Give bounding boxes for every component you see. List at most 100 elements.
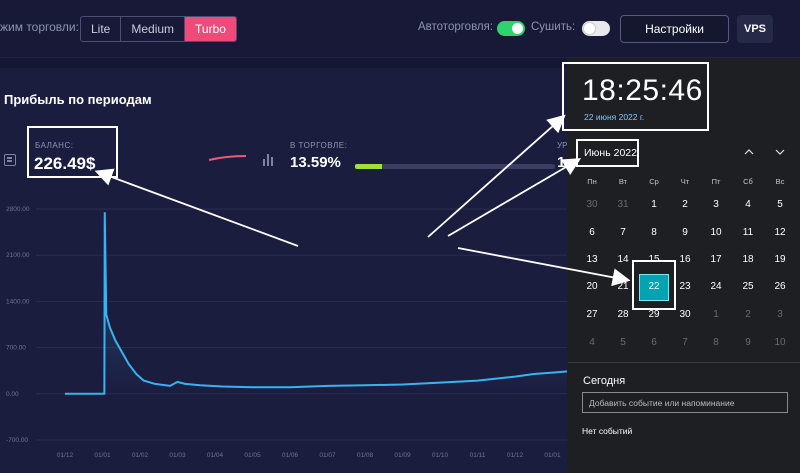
y-tick-label: 1400.00: [6, 298, 30, 305]
y-tick-label: 700.00: [6, 345, 26, 352]
x-tick-label: 01/10: [432, 452, 449, 459]
calendar-day[interactable]: 8: [651, 227, 657, 238]
calendar-day[interactable]: 30: [679, 309, 691, 320]
calendar-day[interactable]: 23: [679, 281, 691, 292]
calendar-day[interactable]: 5: [777, 199, 783, 210]
x-tick-label: 01/05: [244, 452, 261, 459]
dry-label: Сушить:: [531, 21, 576, 33]
list-icon[interactable]: [4, 154, 16, 166]
today-highlight: [639, 274, 669, 301]
chevron-up-icon[interactable]: [744, 147, 754, 157]
clock-date[interactable]: 22 июня 2022 г.: [584, 112, 645, 122]
calendar-day[interactable]: 20: [586, 281, 598, 292]
calendar-day[interactable]: 2: [682, 199, 688, 210]
mode-medium-button[interactable]: Medium: [121, 17, 186, 41]
x-tick-label: 01/08: [357, 452, 374, 459]
event-input[interactable]: [582, 392, 788, 413]
calendar-day[interactable]: 27: [586, 309, 598, 320]
profit-chart: 2800.00 2100.00 1400.00 700.00 0.00 -700.00 01…: [6, 206, 598, 459]
balance-label: БАЛАНС:: [35, 141, 74, 150]
calendar-day[interactable]: 1: [713, 309, 719, 320]
vps-button[interactable]: VPS: [737, 15, 773, 43]
balance-highlight-box: [27, 126, 118, 178]
calendar-day[interactable]: 19: [774, 254, 786, 265]
calendar-day[interactable]: 28: [617, 309, 629, 320]
calendar-day[interactable]: 22: [648, 281, 660, 292]
card-title: Прибыль по периодам: [4, 92, 152, 107]
weekday-label: Вт: [618, 177, 628, 186]
weekday-label: Сб: [743, 177, 753, 186]
calendar-day[interactable]: 7: [620, 227, 626, 238]
today-label: Сегодня: [583, 375, 626, 387]
mode-turbo-button[interactable]: Turbo: [185, 17, 236, 41]
calendar-day[interactable]: 29: [648, 309, 660, 320]
month-highlight-box: [576, 139, 639, 167]
calendar-day[interactable]: 12: [774, 227, 786, 238]
x-tick-label: 01/09: [394, 452, 411, 459]
calendar-day[interactable]: 9: [745, 337, 751, 348]
settings-button[interactable]: Настройки: [620, 15, 729, 43]
sparkline-icon: [208, 155, 247, 161]
calendar-day[interactable]: 2: [745, 309, 751, 320]
in-trade-value: 13.59%: [290, 154, 341, 171]
x-tick-label: 01/01: [544, 452, 561, 459]
series-line: [65, 212, 576, 395]
calendar-day[interactable]: 24: [710, 281, 722, 292]
calendar-day[interactable]: 9: [682, 227, 688, 238]
calendar-day[interactable]: 11: [742, 227, 754, 238]
trading-mode-label: жим торговли:: [0, 20, 79, 34]
weekday-label: Чт: [680, 177, 690, 186]
in-trade-progress: [355, 164, 555, 169]
no-events-text: Нет событий: [582, 426, 633, 436]
calendar-day[interactable]: 7: [682, 337, 688, 348]
progress-fill: [355, 164, 383, 169]
calendar-day[interactable]: 15: [648, 254, 660, 265]
y-tick-label: 0.00: [6, 391, 19, 398]
calendar-day[interactable]: 31: [617, 199, 629, 210]
calendar-day[interactable]: 6: [651, 337, 657, 348]
calendar-day[interactable]: 10: [710, 227, 722, 238]
calendar-day[interactable]: 3: [777, 309, 783, 320]
clock-time: 18:25:46: [582, 74, 703, 107]
month-label[interactable]: Июнь 2022: [584, 147, 637, 159]
autotrade-toggle[interactable]: [497, 21, 525, 36]
in-trade-label: В ТОРГОВЛЕ:: [290, 141, 348, 150]
x-tick-label: 01/07: [319, 452, 336, 459]
x-tick-label: 01/12: [507, 452, 524, 459]
calendar-day[interactable]: 21: [617, 281, 629, 292]
bar-chart-icon[interactable]: [262, 153, 274, 166]
x-tick-label: 01/01: [94, 452, 111, 459]
mode-lite-button[interactable]: Lite: [81, 17, 122, 41]
calendar-day[interactable]: 10: [774, 337, 786, 348]
calendar-day[interactable]: 13: [586, 254, 598, 265]
time-highlight-box: [562, 62, 709, 131]
y-tick-label: 2100.00: [6, 252, 30, 259]
balance-value: 226.49$: [34, 154, 96, 173]
chevron-down-icon[interactable]: [775, 147, 785, 157]
calendar-day[interactable]: 25: [742, 281, 754, 292]
calendar-day[interactable]: 3: [713, 199, 719, 210]
calendar-day[interactable]: 16: [679, 254, 691, 265]
x-tick-label: 01/03: [169, 452, 186, 459]
x-tick-label: 01/11: [470, 452, 486, 459]
calendar-day[interactable]: 5: [620, 337, 626, 348]
y-tick-label: 2800.00: [6, 206, 30, 213]
calendar-day[interactable]: 6: [589, 227, 595, 238]
calendar-day[interactable]: 30: [586, 199, 598, 210]
dry-toggle[interactable]: [582, 21, 610, 36]
x-tick-label: 01/12: [57, 452, 74, 459]
x-tick-label: 01/02: [132, 452, 149, 459]
calendar-day[interactable]: 26: [774, 281, 786, 292]
calendar-day[interactable]: 17: [710, 254, 722, 265]
calendar-day[interactable]: 1: [651, 199, 657, 210]
trading-mode-selector: Lite Medium Turbo: [80, 16, 237, 42]
y-tick-label: -700.00: [6, 437, 28, 444]
level-value: 1: [557, 154, 566, 171]
calendar-day[interactable]: 8: [713, 337, 719, 348]
series-area: [65, 212, 575, 394]
autotrade-label: Автоторговля:: [418, 21, 494, 33]
calendar-day[interactable]: 4: [745, 199, 751, 210]
calendar-day[interactable]: 18: [742, 254, 754, 265]
calendar-day[interactable]: 4: [589, 337, 595, 348]
toggle-knob: [512, 23, 523, 34]
